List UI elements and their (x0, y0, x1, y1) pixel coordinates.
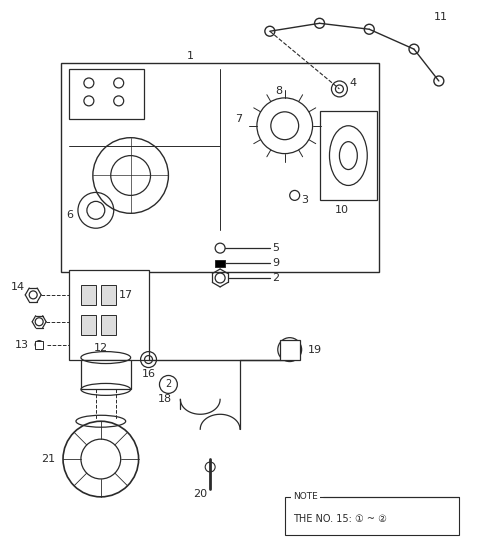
Text: 1: 1 (187, 51, 194, 61)
Bar (320, 111, 377, 200)
Text: 8: 8 (275, 86, 282, 96)
Bar (81, 315, 96, 335)
Text: 9: 9 (272, 258, 279, 268)
Text: 19: 19 (308, 345, 322, 354)
Bar (69, 69, 144, 119)
Text: 21: 21 (41, 454, 55, 464)
Text: 13: 13 (15, 340, 29, 349)
Bar (69, 270, 148, 360)
Text: 7: 7 (235, 114, 242, 124)
Text: 14: 14 (11, 282, 25, 292)
Text: 20: 20 (193, 489, 207, 499)
Text: 4: 4 (349, 78, 357, 88)
Text: 17: 17 (119, 290, 133, 300)
Text: 11: 11 (434, 13, 448, 22)
Bar (215, 260, 225, 267)
Text: 3: 3 (301, 195, 309, 205)
Text: 2: 2 (165, 379, 171, 389)
Text: 12: 12 (94, 343, 108, 353)
Text: 5: 5 (272, 243, 279, 253)
Text: 2: 2 (272, 273, 279, 283)
Bar (61, 63, 379, 272)
Bar (81, 285, 96, 305)
Bar (101, 315, 116, 335)
Text: 18: 18 (158, 394, 172, 405)
Bar (35, 341, 43, 348)
Text: NOTE: NOTE (293, 492, 317, 501)
Text: 16: 16 (142, 370, 156, 379)
Polygon shape (69, 69, 310, 230)
Bar (101, 285, 116, 305)
Text: THE NO. 15: ① ~ ②: THE NO. 15: ① ~ ② (293, 514, 386, 524)
Bar (285, 497, 459, 535)
Text: 6: 6 (66, 210, 73, 220)
Bar (81, 360, 131, 389)
Text: 10: 10 (335, 205, 348, 215)
Bar (280, 340, 300, 360)
